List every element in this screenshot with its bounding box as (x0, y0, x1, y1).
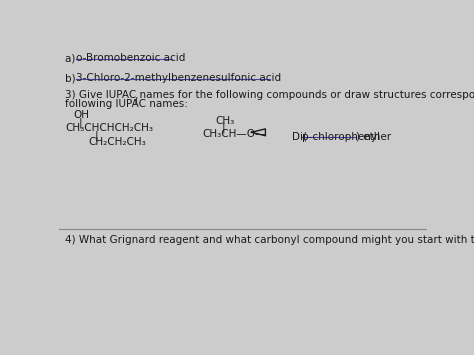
Text: 3-Chloro-2-methylbenzenesulfonic acid: 3-Chloro-2-methylbenzenesulfonic acid (75, 73, 281, 83)
Text: Di(: Di( (292, 132, 307, 142)
Text: CH₂CH₂CH₃: CH₂CH₂CH₃ (89, 137, 146, 147)
Text: o-Bromobenzoic acid: o-Bromobenzoic acid (75, 53, 185, 64)
Text: CH₃CHCHCH₂CH₃: CH₃CHCHCH₂CH₃ (65, 124, 154, 133)
Text: 4) What Grignard reagent and what carbonyl compound might you start with to prep: 4) What Grignard reagent and what carbon… (65, 235, 474, 245)
Text: |: | (221, 123, 225, 133)
Text: I: I (135, 97, 137, 106)
Text: a): a) (65, 53, 79, 64)
Text: CH₃CH—O—: CH₃CH—O— (202, 129, 266, 139)
Text: following IUPAC names:: following IUPAC names: (65, 99, 188, 109)
Text: p-chlorophenyl: p-chlorophenyl (302, 132, 380, 142)
Text: b): b) (65, 73, 79, 83)
Text: |: | (95, 130, 99, 141)
Text: |: | (79, 117, 82, 128)
Text: 3) Give IUPAC names for the following compounds or draw structures corresponding: 3) Give IUPAC names for the following co… (65, 90, 474, 100)
Text: OH: OH (73, 110, 89, 120)
Text: ) ether: ) ether (356, 132, 391, 142)
Text: CH₃: CH₃ (216, 116, 235, 126)
